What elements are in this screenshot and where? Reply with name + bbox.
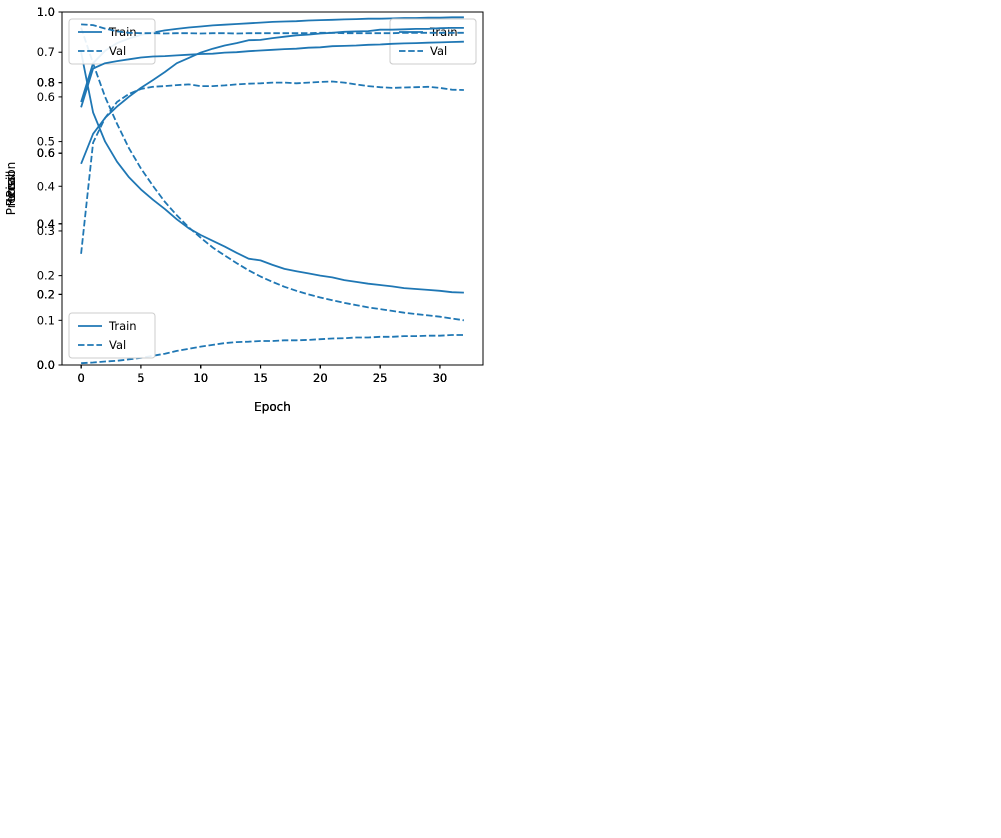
x-tick-label: 10: [193, 371, 208, 385]
plot-border: [61, 11, 484, 366]
x-tick-label: 5: [137, 371, 144, 385]
x-tick-label: 15: [253, 371, 268, 385]
x-axis-label: Epoch: [254, 400, 291, 414]
y-axis-label: Precision: [4, 162, 18, 216]
val-series-line: [80, 27, 465, 322]
x-tick-label: 0: [77, 371, 84, 385]
chart-recall: 0 5 10 15 20 25 30 0.0 0.2 0.4 0.6 0.8 1.0 Epoch Recal…: [0, 0, 500, 419]
y-tick-label: 0.1: [37, 313, 55, 327]
x-tick-label: 5: [137, 371, 144, 385]
y-tick-label: 0.0: [37, 358, 55, 372]
x-tick-label: 20: [313, 371, 328, 385]
x-tick-label: 30: [433, 371, 448, 385]
x-tick-label: 30: [433, 371, 448, 385]
y-tick-label: 0.2: [37, 287, 55, 301]
x-tick-label: 25: [373, 371, 388, 385]
y-tick-label: 0.7: [37, 45, 55, 59]
y-tick-label: 1.0: [37, 5, 55, 19]
x-tick-label: 10: [193, 371, 208, 385]
y-tick-label: 1.0: [37, 5, 55, 19]
train-series-line: [80, 26, 464, 165]
legend-box: [68, 18, 156, 65]
y-tick-label: 0.6: [37, 146, 55, 160]
legend-train-label: Train: [108, 319, 137, 333]
x-tick-label: 15: [253, 371, 268, 385]
x-axis-label: Epoch: [254, 400, 291, 414]
val-series-line: [81, 23, 464, 35]
y-tick-label: 0.4: [37, 217, 55, 231]
y-tick-label: 0.0: [37, 358, 55, 372]
val-series-line: [80, 80, 464, 254]
chart-precision: 0 5 10 15 20 25 30 0.0 0.2 0.4 0.6 0.8 1.0 Epoch Preci…: [0, 0, 500, 419]
x-tick-label: 5: [137, 371, 144, 385]
y-tick-label: 0.8: [37, 76, 55, 90]
precision-plot-svg: 0 5 10 15 20 25 300.00.20.40.60.81.0EpochPreci…: [4, 5, 484, 414]
y-tick-label: 0.8: [37, 76, 55, 90]
x-tick-label: 10: [193, 371, 208, 385]
y-tick-label: 0.4: [37, 179, 55, 193]
y-axis-label: Loss: [4, 175, 18, 201]
y-tick-label: 0.6: [37, 90, 55, 104]
x-tick-label: 25: [373, 371, 388, 385]
x-tick-label: 25: [373, 371, 388, 385]
y-tick-label: 0.0: [37, 358, 55, 372]
train-series-line: [80, 40, 464, 108]
legend-val-label: Val: [430, 44, 447, 58]
legend-val-label: Val: [109, 338, 126, 352]
y-tick-label: 0.6: [37, 146, 55, 160]
x-tick-label: 0: [77, 371, 84, 385]
x-axis-label: Epoch: [254, 400, 291, 414]
x-tick-label: 15: [253, 371, 268, 385]
y-tick-label: 0.2: [37, 269, 55, 283]
y-tick-label: 0.2: [37, 287, 55, 301]
x-tick-label: 20: [313, 371, 328, 385]
y-tick-label: 0.5: [37, 135, 55, 149]
y-tick-label: 0.6: [37, 146, 55, 160]
recall-plot-svg: 0 5 10 15 20 25 300.00.20.40.60.81.0EpochRecal…: [4, 5, 484, 414]
x-tick-label: 5: [137, 371, 144, 385]
y-tick-label: 0.3: [37, 224, 55, 238]
y-tick-label: 0.2: [37, 287, 55, 301]
x-tick-label: 25: [373, 371, 388, 385]
x-tick-label: 30: [433, 371, 448, 385]
x-tick-label: 0: [77, 371, 84, 385]
y-tick-label: 0.4: [37, 217, 55, 231]
y-tick-label: 1.0: [37, 5, 55, 19]
legend-box: [389, 18, 477, 65]
legend: Train Val: [68, 312, 156, 359]
x-tick-label: 0: [77, 371, 84, 385]
legend-val-label: Val: [109, 44, 126, 58]
y-axis-label: Recall: [4, 171, 18, 207]
y-tick-label: 0.4: [37, 217, 55, 231]
x-tick-label: 20: [313, 371, 328, 385]
train-series-line: [80, 52, 464, 294]
x-tick-label: 20: [313, 371, 328, 385]
y-tick-label: 0.8: [37, 76, 55, 90]
x-axis-label: Epoch: [254, 400, 291, 414]
x-tick-label: 10: [193, 371, 208, 385]
x-tick-label: 15: [253, 371, 268, 385]
legend-box: [68, 312, 156, 359]
y-tick-label: 0.0: [37, 358, 55, 372]
x-tick-label: 30: [433, 371, 448, 385]
y-axis-label: Prc: [4, 179, 18, 197]
